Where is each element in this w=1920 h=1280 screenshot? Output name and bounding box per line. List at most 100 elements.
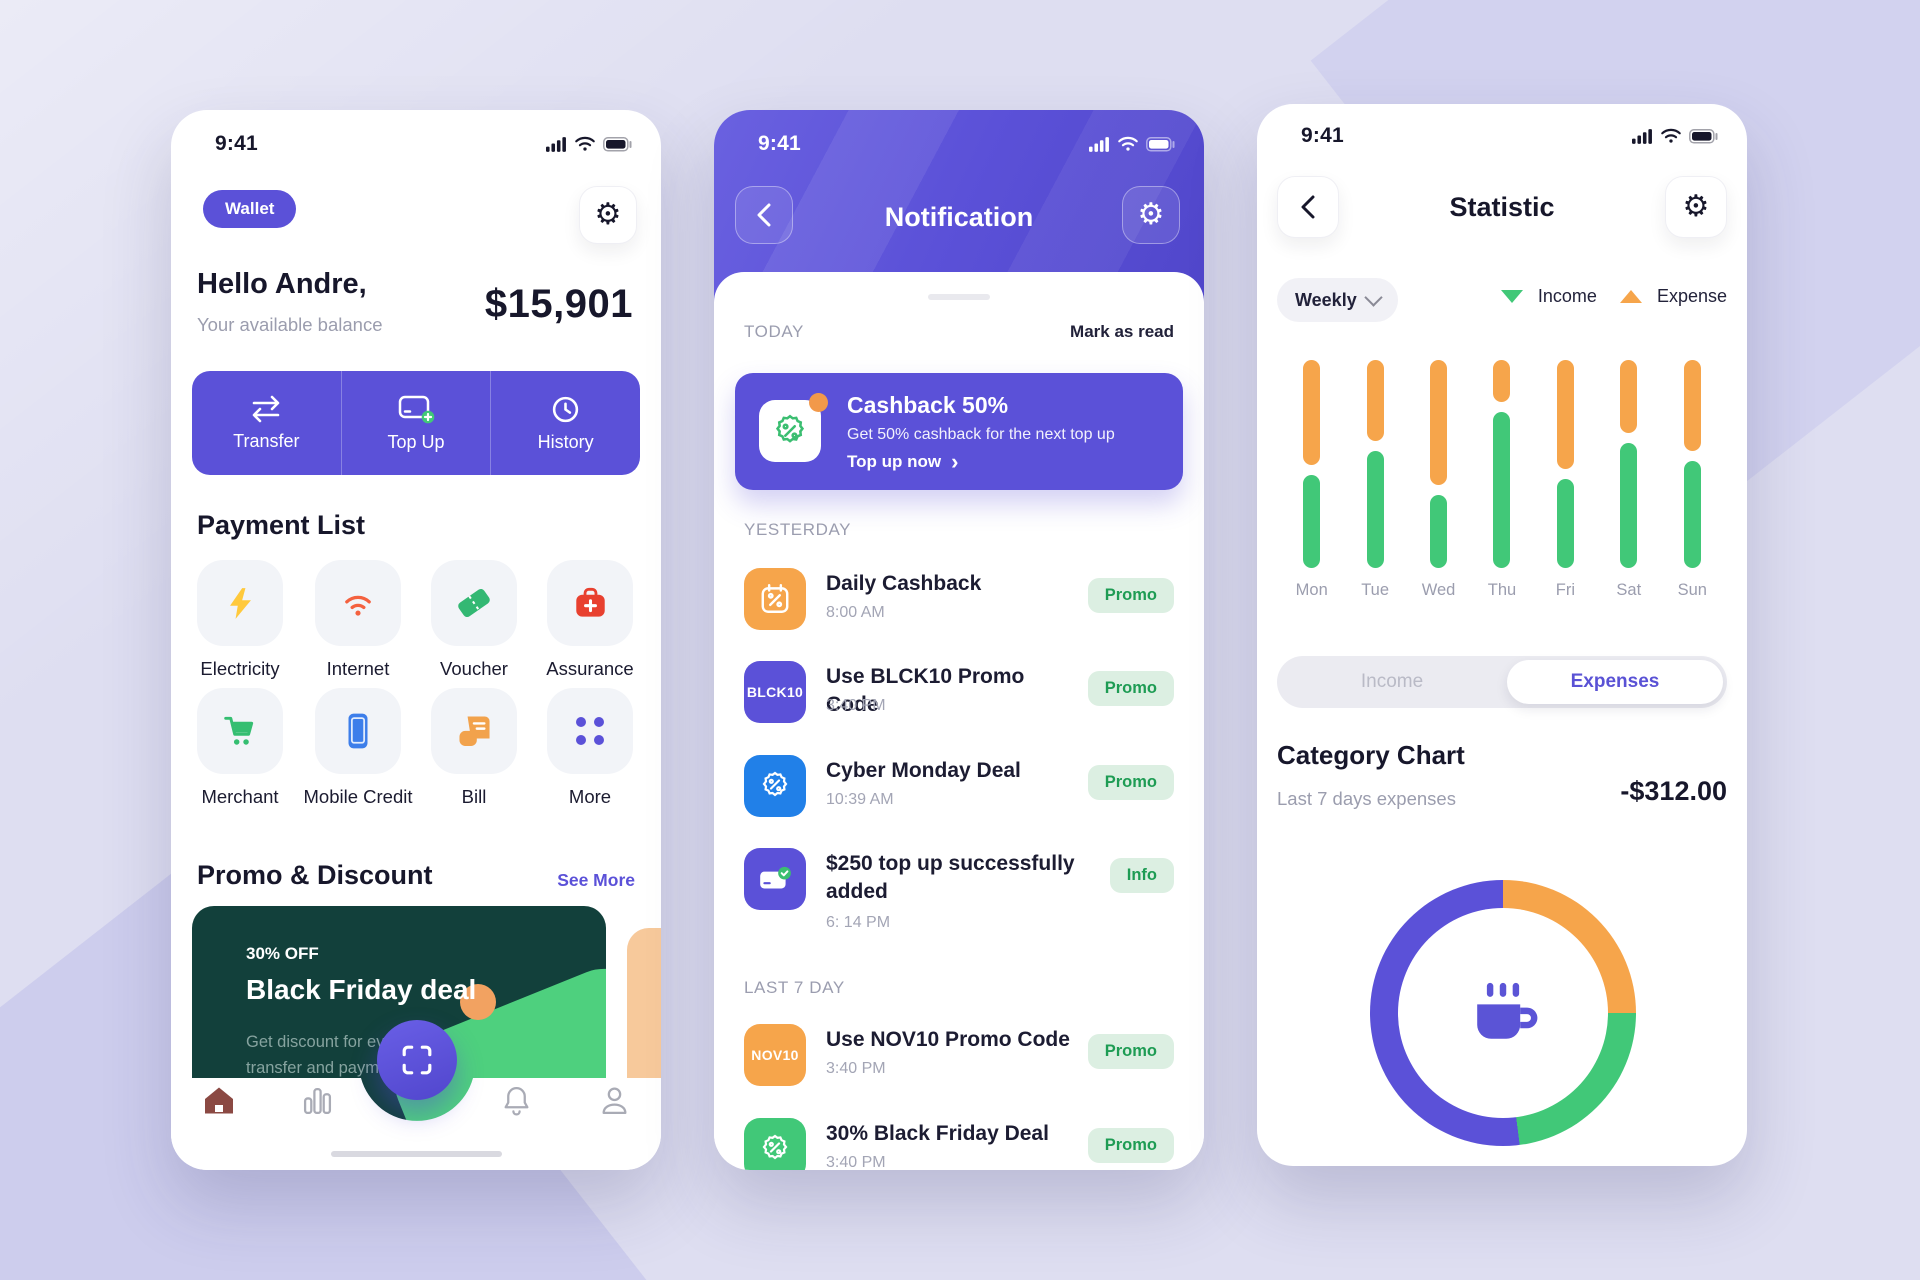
scan-button[interactable]: [377, 1020, 457, 1100]
banner-subtitle: Get 50% cashback for the next top up: [847, 426, 1115, 443]
notification-icon-tile: NOV10: [744, 1024, 806, 1086]
expenses-amount: -$312.00: [1620, 776, 1727, 806]
notification-item[interactable]: Cyber Monday Deal 10:39 AM Promo: [714, 755, 1204, 847]
notification-item[interactable]: 30% Black Friday Deal 3:40 PM Promo: [714, 1118, 1204, 1170]
back-button[interactable]: [735, 186, 793, 244]
top-up-button[interactable]: Top Up: [340, 371, 491, 475]
gear-icon: ⚙: [594, 198, 622, 231]
expense-bar: [1620, 360, 1638, 433]
wifi-status-icon: [1661, 128, 1681, 143]
status-time: 9:41: [758, 132, 801, 155]
bar-stack: [1303, 360, 1321, 568]
promo-badge: Promo: [1087, 1034, 1174, 1069]
notification-title: Cyber Monday Deal: [826, 759, 1021, 782]
notification-item[interactable]: NOV10 Use NOV10 Promo Code 3:40 PM Promo: [714, 1024, 1204, 1116]
income-bar: [1620, 443, 1638, 568]
payment-tile-internet[interactable]: [315, 560, 401, 646]
legend-expense-label: Expense: [1656, 286, 1727, 306]
mark-as-read-link[interactable]: Mark as read: [1070, 322, 1174, 341]
income-expenses-toggle: Income Expenses: [1277, 656, 1727, 708]
section-label-last-7-day: LAST 7 DAY: [744, 978, 845, 997]
income-bar: [1303, 475, 1321, 568]
notification-title: 30% Black Friday Deal: [826, 1122, 1049, 1145]
bar-stack: [1620, 360, 1638, 568]
payment-tile-more[interactable]: [547, 688, 633, 774]
home-indicator[interactable]: [331, 1151, 502, 1157]
day-label: Fri: [1555, 581, 1576, 599]
donut-center: [1398, 908, 1608, 1118]
payment-tile-label: Electricity: [200, 658, 280, 679]
payment-tile-mobile-credit[interactable]: [315, 688, 401, 774]
payment-tile-merchant[interactable]: [197, 688, 283, 774]
nav-statistic-button[interactable]: [299, 1082, 335, 1118]
bottom-nav-bar: [171, 1078, 661, 1170]
chart-legend: Income Expense: [1500, 286, 1727, 307]
top-up-now-link[interactable]: Top up now ›: [847, 449, 959, 474]
promo-code-text: BLCK10: [746, 684, 804, 700]
notification-screen: 9:41 Notification ⚙ TODAY Mark as read C…: [714, 110, 1204, 1170]
promo-card-title: Black Friday deal: [246, 974, 477, 1005]
back-button[interactable]: [1277, 176, 1339, 238]
payment-tile-voucher[interactable]: [431, 560, 517, 646]
toggle-income-option[interactable]: Income: [1360, 671, 1424, 692]
chevron-down-icon: [1364, 288, 1383, 307]
settings-button[interactable]: ⚙: [1665, 176, 1727, 238]
receipt-icon: [458, 715, 490, 746]
income-bar: [1366, 451, 1384, 568]
notification-icon-tile: [744, 568, 806, 630]
payment-tile-bill[interactable]: [431, 688, 517, 774]
bar-column-sat: Sat: [1597, 360, 1660, 600]
nav-notification-button[interactable]: [498, 1082, 534, 1118]
transfer-arrows-icon: [253, 395, 280, 423]
signal-icon: [1632, 128, 1652, 144]
toggle-expenses-option[interactable]: Expenses: [1507, 660, 1723, 704]
wifi-status-icon: [575, 136, 595, 151]
promo-badge: Promo: [1087, 578, 1174, 613]
expense-triangle-icon: [1619, 290, 1642, 303]
payment-tile-electricity[interactable]: [197, 560, 283, 646]
income-bar: [1683, 461, 1701, 568]
promo-discount-text: 30% OFF: [246, 944, 319, 963]
promo-card-figure: [460, 984, 496, 1020]
settings-button[interactable]: ⚙: [1122, 186, 1180, 244]
bell-icon: [504, 1086, 528, 1115]
notification-item[interactable]: BLCK10 Use BLCK10 Promo Code 3:40 PM Pro…: [714, 661, 1204, 753]
expense-bar: [1683, 360, 1701, 451]
calendar-percent-icon: [761, 583, 789, 613]
bar-column-sun: Sun: [1661, 360, 1724, 600]
chevron-right-icon: ›: [951, 449, 959, 474]
payment-tile-label: Mobile Credit: [303, 786, 413, 807]
settings-button[interactable]: ⚙: [579, 186, 637, 244]
battery-icon: [1689, 128, 1718, 144]
income-bar: [1430, 495, 1448, 568]
lightning-icon: [229, 587, 251, 619]
period-selector[interactable]: Weekly: [1277, 278, 1398, 322]
notification-item[interactable]: $250 top up successfully added 6: 14 PM …: [714, 848, 1204, 940]
home-icon: [205, 1087, 233, 1113]
nav-home-button[interactable]: [201, 1082, 237, 1118]
payment-tile-label: Merchant: [201, 786, 279, 807]
section-label-yesterday: YESTERDAY: [744, 520, 852, 539]
wallet-badge[interactable]: Wallet: [203, 190, 297, 228]
payment-tile-assurance[interactable]: [547, 560, 633, 646]
day-label: Wed: [1421, 581, 1456, 599]
promo-badge: Promo: [1087, 1128, 1174, 1163]
history-button[interactable]: History: [490, 371, 640, 475]
signal-icon: [1089, 136, 1109, 152]
notification-title: Use NOV10 Promo Code: [826, 1028, 1070, 1051]
action-label: History: [537, 431, 594, 452]
notification-icon-tile: [744, 755, 806, 817]
notification-time: 3:40 PM: [826, 697, 886, 714]
balance-label: Your available balance: [197, 314, 383, 335]
cashback-banner[interactable]: Cashback 50% Get 50% cashback for the ne…: [735, 373, 1183, 490]
notification-item[interactable]: Daily Cashback 8:00 AM Promo: [714, 568, 1204, 660]
see-more-link[interactable]: See More: [557, 870, 635, 890]
nav-profile-button[interactable]: [596, 1082, 632, 1118]
battery-icon: [603, 136, 632, 152]
bar-stack: [1556, 360, 1574, 568]
drag-handle[interactable]: [928, 294, 990, 300]
expense-bar: [1556, 360, 1574, 469]
payment-tile-label: Internet: [326, 658, 390, 679]
transfer-button[interactable]: Transfer: [192, 371, 341, 475]
